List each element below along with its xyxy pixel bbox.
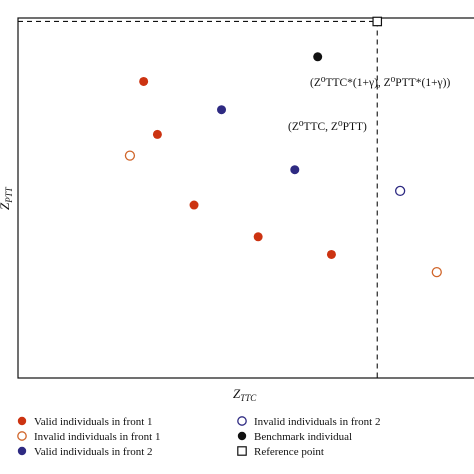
y-axis-label-main: Z — [0, 202, 12, 210]
point-reference-point-0 — [372, 16, 383, 27]
point-valid-individuals-in-front-2-1 — [290, 165, 300, 175]
point-invalid-individuals-in-front-2-1 — [394, 185, 406, 197]
point-valid-individuals-in-front-2-0 — [217, 105, 227, 115]
point-valid-individuals-in-front-1-0 — [139, 76, 149, 86]
point-valid-individuals-in-front-1-4 — [326, 249, 336, 259]
point-invalid-individuals-in-front-1-1 — [431, 266, 442, 278]
legend-marker-invalid-individuals-in-front-2 — [237, 416, 247, 426]
reference-point-label: (Z⁰TTC*(1+γ), Z⁰PTT*(1+γ)) — [310, 77, 450, 89]
point-benchmark-individual-0 — [313, 52, 323, 62]
legend-label-valid-individuals-in-front-1: Valid individuals in front 1 — [34, 416, 153, 428]
legend-label-invalid-individuals-in-front-2: Invalid individuals in front 2 — [254, 416, 380, 428]
legend-marker-reference-point — [237, 446, 247, 456]
legend-label-invalid-individuals-in-front-1: Invalid individuals in front 1 — [34, 431, 160, 443]
legend-marker-valid-individuals-in-front-2 — [17, 446, 27, 456]
benchmark-label: (Z⁰TTC, Z⁰PTT) — [288, 121, 367, 133]
x-axis-label-main: Z — [233, 386, 241, 401]
point-valid-individuals-in-front-1-3 — [253, 232, 263, 242]
x-axis-label: ZTTC — [233, 386, 257, 403]
point-invalid-individuals-in-front-1-0 — [124, 150, 136, 161]
legend-label-benchmark-individual: Benchmark individual — [254, 431, 352, 443]
legend-label-reference-point: Reference point — [254, 446, 324, 458]
scatter-marks — [124, 16, 442, 278]
x-axis-label-sub: TTC — [240, 393, 257, 403]
legend-marker-valid-individuals-in-front-1 — [17, 416, 27, 426]
legend-label-valid-individuals-in-front-2: Valid individuals in front 2 — [34, 446, 153, 458]
legend: Valid individuals in front 1 Invalid indi… — [17, 416, 380, 458]
legend-marker-invalid-individuals-in-front-1 — [17, 431, 27, 441]
point-valid-individuals-in-front-1-2 — [189, 200, 199, 210]
legend-marker-benchmark-individual — [237, 431, 247, 441]
plot-frame — [17, 17, 474, 379]
point-valid-individuals-in-front-1-1 — [152, 129, 162, 139]
y-axis-label: ZPTT — [0, 186, 14, 210]
y-axis-label-sub: PTT — [4, 186, 14, 204]
